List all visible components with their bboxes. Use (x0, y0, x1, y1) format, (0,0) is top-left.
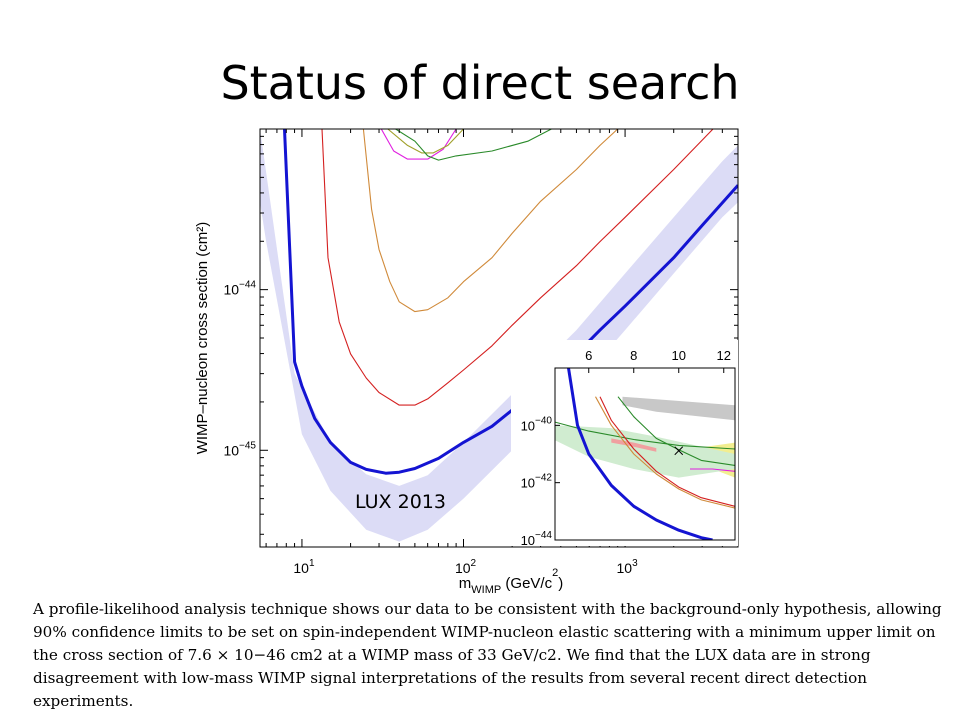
y-tick-label: 10−45 (223, 440, 256, 458)
limit-curve-5 (387, 129, 464, 154)
limit-curve-4 (380, 129, 457, 160)
inset-x-tick-label: 8 (630, 348, 637, 363)
inset-curve-4 (595, 396, 735, 509)
inset-x-tick-label: 6 (585, 348, 592, 363)
inset-y-tick-label: 10−42 (521, 473, 553, 491)
abstract-caption: A profile-likelihood analysis technique … (33, 600, 942, 710)
inset-region-light-green (555, 425, 735, 478)
inset-frame (554, 367, 736, 541)
plot-area (260, 129, 738, 542)
sensitivity-band (260, 129, 738, 542)
inset-x-tick-label: 12 (717, 348, 731, 363)
y-tick-label: 10−44 (223, 280, 256, 298)
limit-curve-1 (283, 129, 738, 475)
inset-best-fit-marker (674, 446, 684, 456)
inset-curve-5 (599, 396, 735, 507)
inset-y-tick-label: 10−40 (521, 415, 553, 433)
inset-curve-6 (567, 368, 713, 540)
slide-title: Status of direct search (220, 56, 740, 110)
inset-curve-3 (690, 468, 735, 472)
inset-x-tick-label: 10 (672, 348, 686, 363)
x-tick-label: 102 (455, 558, 477, 576)
inset-region-gray (622, 396, 735, 421)
y-axis-label: WIMP–nucleon cross section (cm²) (194, 222, 211, 455)
x-axis-label: mWIMP (GeV/c2) (459, 567, 563, 596)
limit-curve-6 (395, 129, 552, 161)
inset-plot-area (555, 368, 735, 540)
limit-curve-3 (362, 129, 619, 313)
inset-curve-2 (617, 396, 735, 466)
x-tick-label: 101 (293, 558, 315, 576)
lux-2013-label: LUX 2013 (355, 491, 446, 513)
inset-region-pink (611, 438, 657, 452)
exclusion-plot: 101 102 103 10−45 10−44 mWIMP (GeV/c2) WIMP–nu… (194, 128, 739, 596)
inset-y-tick-label: 10−44 (521, 530, 553, 548)
limit-curve-2 (321, 129, 714, 406)
x-tick-label: 103 (617, 558, 639, 576)
